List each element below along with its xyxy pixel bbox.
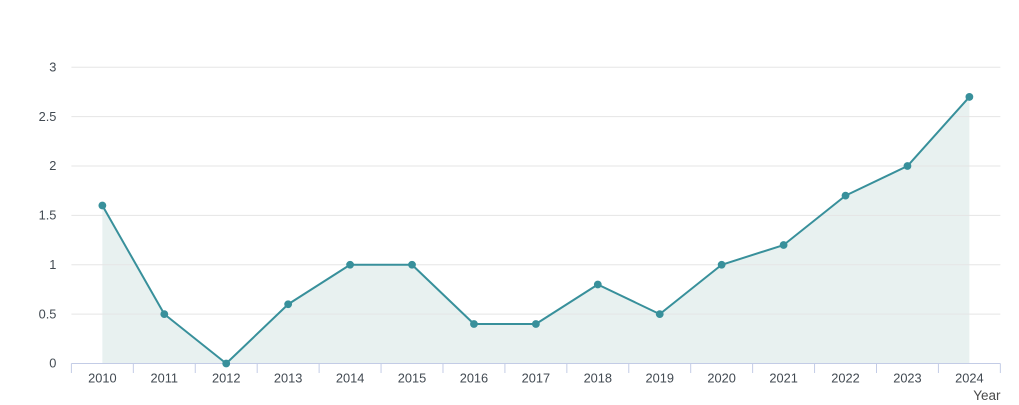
svg-text:1: 1 [49, 257, 56, 272]
svg-text:2: 2 [49, 158, 56, 173]
svg-text:2011: 2011 [151, 370, 179, 385]
svg-text:Year: Year [973, 388, 1001, 403]
svg-text:2021: 2021 [769, 370, 797, 385]
svg-text:2012: 2012 [212, 370, 240, 385]
svg-text:2013: 2013 [274, 370, 302, 385]
svg-text:0.5: 0.5 [39, 306, 57, 321]
svg-text:2023: 2023 [893, 370, 921, 385]
svg-text:2020: 2020 [707, 370, 735, 385]
svg-text:2018: 2018 [584, 370, 612, 385]
svg-text:2022: 2022 [831, 370, 859, 385]
svg-text:0: 0 [49, 356, 56, 371]
svg-text:2010: 2010 [88, 370, 116, 385]
svg-text:2024: 2024 [955, 370, 983, 385]
svg-text:1.5: 1.5 [39, 208, 57, 223]
svg-text:2016: 2016 [460, 370, 488, 385]
svg-text:2017: 2017 [522, 370, 550, 385]
svg-text:2.5: 2.5 [39, 109, 57, 124]
svg-text:2019: 2019 [646, 370, 674, 385]
svg-text:2015: 2015 [398, 370, 426, 385]
svg-text:2014: 2014 [336, 370, 364, 385]
svg-text:3: 3 [49, 60, 56, 75]
